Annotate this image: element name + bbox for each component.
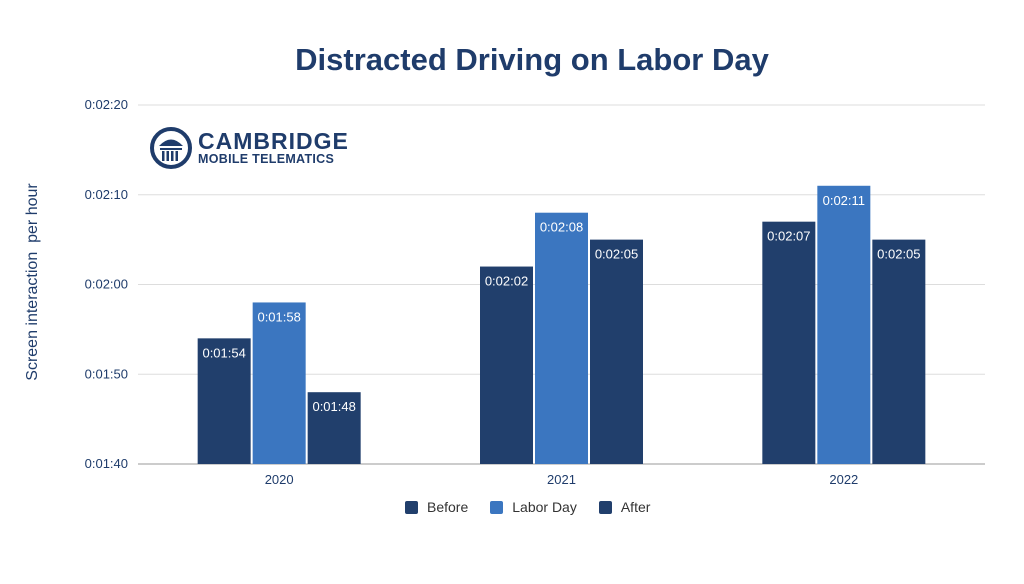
- logo-line1: CAMBRIDGE: [198, 128, 349, 154]
- logo-icon: [150, 127, 192, 169]
- x-tick-label: 2021: [547, 472, 576, 487]
- legend-swatch: [490, 500, 504, 514]
- y-tick-label: 0:02:10: [85, 187, 128, 202]
- bar: [307, 392, 361, 464]
- data-label: 0:02:02: [485, 274, 528, 289]
- data-label: 0:02:05: [877, 247, 920, 262]
- legend-label: After: [620, 499, 651, 515]
- cambridge-logo: CAMBRIDGE MOBILE TELEMATICS: [150, 127, 349, 169]
- y-tick-label: 0:01:50: [85, 366, 128, 381]
- bar: [197, 338, 251, 464]
- legend-swatch: [405, 500, 418, 514]
- data-label: 0:02:08: [540, 220, 583, 235]
- legend-item-before[interactable]: Before: [405, 499, 468, 515]
- bar: [817, 185, 871, 464]
- y-tick-label: 0:02:20: [85, 97, 128, 112]
- legend-label: Labor Day: [512, 499, 577, 515]
- y-tick-label: 0:01:40: [85, 456, 128, 471]
- x-tick-label: 2020: [265, 472, 294, 487]
- data-label: 0:01:54: [202, 345, 245, 360]
- legend-label: Before: [427, 499, 469, 515]
- legend-item-after[interactable]: After: [598, 499, 651, 515]
- logo-line2: MOBILE TELEMATICS: [198, 152, 335, 166]
- legend: Before Labor Day After: [405, 499, 650, 515]
- data-label: 0:01:58: [257, 309, 300, 324]
- data-label: 0:01:48: [312, 399, 355, 414]
- bar: [480, 266, 533, 464]
- y-tick-label: 0:02:00: [85, 277, 128, 292]
- bar: [535, 212, 588, 464]
- data-label: 0:02:05: [595, 247, 638, 262]
- bar: [252, 302, 306, 464]
- bar: [872, 239, 926, 464]
- x-tick-label: 2022: [829, 472, 858, 487]
- legend-swatch: [598, 500, 612, 514]
- chart-title: Distracted Driving on Labor Day: [295, 42, 769, 77]
- legend-item-labor-day[interactable]: Labor Day: [490, 499, 577, 515]
- data-label: 0:02:07: [767, 229, 810, 244]
- bar: [762, 221, 816, 464]
- data-label: 0:02:11: [823, 193, 865, 208]
- bar: [590, 239, 643, 464]
